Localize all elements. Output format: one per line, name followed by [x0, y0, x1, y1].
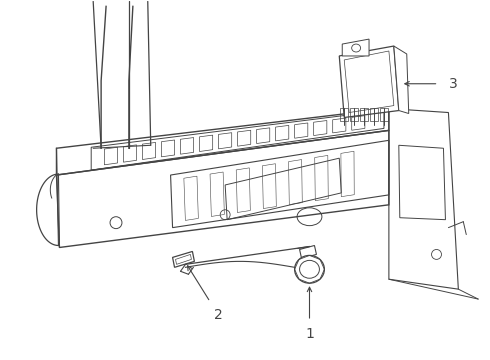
Text: 2: 2	[214, 308, 222, 322]
Polygon shape	[339, 46, 399, 117]
Polygon shape	[299, 246, 317, 258]
Polygon shape	[394, 46, 409, 113]
Polygon shape	[172, 251, 195, 267]
Polygon shape	[342, 39, 369, 56]
Text: 1: 1	[305, 327, 314, 341]
Text: 3: 3	[449, 77, 458, 91]
Ellipse shape	[294, 255, 324, 283]
